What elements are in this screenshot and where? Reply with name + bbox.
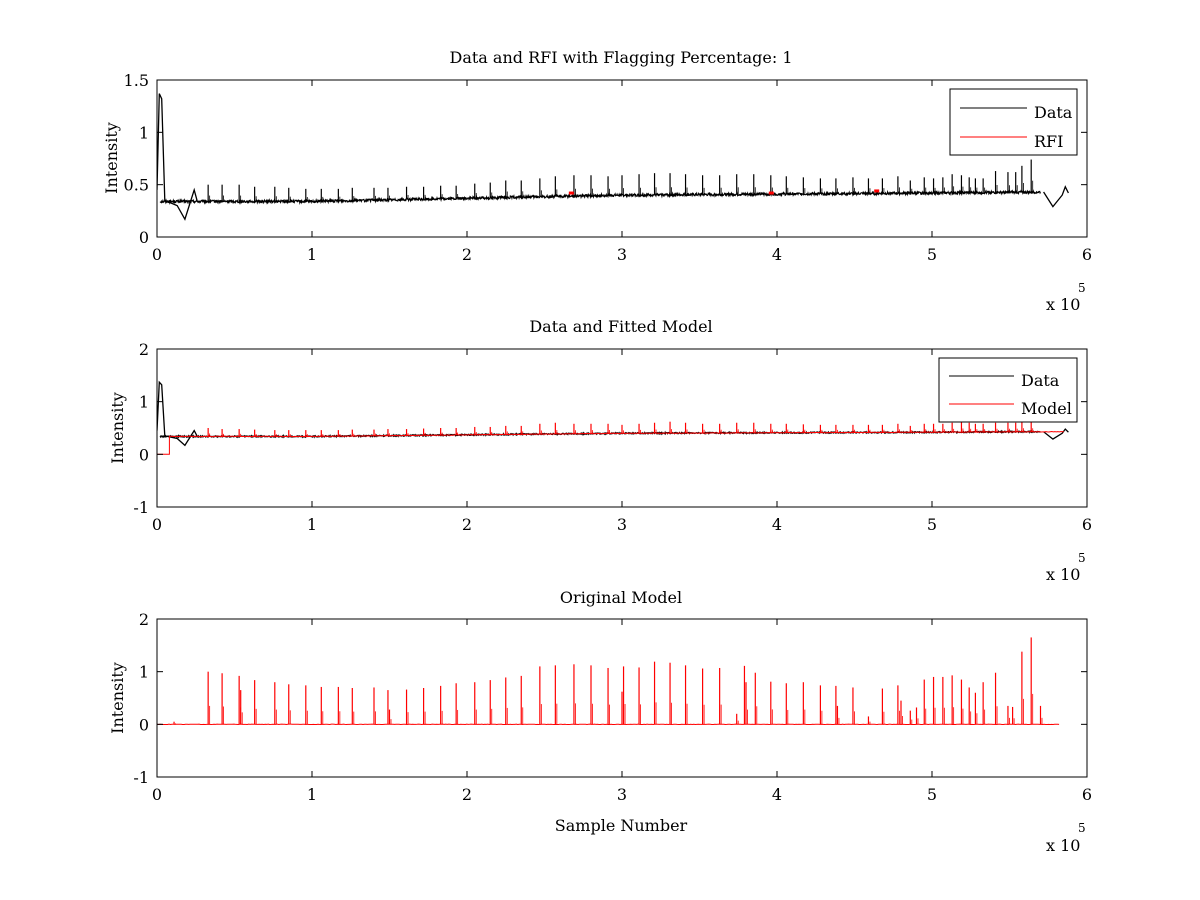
x-tick-label: 3 (617, 245, 627, 264)
x-tick-label: 6 (1082, 245, 1092, 264)
y-tick-label: 0 (139, 445, 149, 464)
data-transient (157, 93, 198, 221)
x-tick-label: 4 (772, 785, 782, 804)
panel-data-and-rfi: Data and RFI with Flagging Percentage: 1… (102, 48, 1092, 314)
y-tick-label: 2 (139, 340, 149, 359)
data-transient (1043, 185, 1069, 208)
x-tick-label: 5 (927, 515, 937, 534)
model-trace (157, 430, 1064, 455)
legend-label-data: Data (1021, 371, 1060, 390)
y-axis-label: Intensity (102, 122, 121, 194)
x-tick-label: 3 (617, 515, 627, 534)
plot-area (157, 93, 1069, 221)
panel-title: Original Model (560, 588, 682, 607)
x-tick-label: 0 (152, 515, 162, 534)
panel-title: Data and RFI with Flagging Percentage: 1 (449, 48, 792, 67)
x-tick-label: 5 (927, 245, 937, 264)
y-tick-label: -1 (133, 498, 149, 517)
x-scale-exponent: 5 (1078, 551, 1086, 565)
x-tick-label: 4 (772, 245, 782, 264)
x-tick-label: 5 (927, 785, 937, 804)
legend: Data Model (938, 357, 1078, 423)
y-tick-label: 1 (139, 393, 149, 412)
plot-area (157, 380, 1069, 455)
legend-box (949, 88, 1078, 156)
x-tick-label: 0 (152, 245, 162, 264)
legend-label-rfi: RFI (1034, 132, 1063, 151)
y-tick-label: 1 (139, 123, 149, 142)
panel-title: Data and Fitted Model (529, 317, 712, 336)
x-tick-label: 1 (307, 515, 317, 534)
panel-data-and-fitted-model: Data and Fitted Model Intensity 0 1 2 3 4 5 6 -… (108, 317, 1092, 584)
x-tick-label: 1 (307, 245, 317, 264)
x-tick-label: 2 (462, 785, 472, 804)
x-scale-exponent: 5 (1078, 821, 1086, 835)
x-tick-label: 6 (1082, 515, 1092, 534)
x-tick-label: 4 (772, 515, 782, 534)
data-transient (157, 380, 198, 447)
y-axis-label: Intensity (108, 662, 127, 734)
x-tick-label: 1 (307, 785, 317, 804)
y-tick-label: 1 (139, 663, 149, 682)
y-tick-label: 2 (139, 610, 149, 629)
x-scale-label: x 10 (1046, 295, 1080, 314)
x-tick-label: 2 (462, 515, 472, 534)
plot-area (157, 637, 1060, 726)
legend-label-data: Data (1034, 103, 1073, 122)
x-scale-exponent: 5 (1078, 281, 1086, 295)
data-transient (1043, 428, 1069, 440)
x-axis-label: Sample Number (555, 816, 688, 835)
x-tick-label: 6 (1082, 785, 1092, 804)
y-tick-label: -1 (133, 768, 149, 787)
legend-label-model: Model (1021, 399, 1072, 418)
x-tick-label: 3 (617, 785, 627, 804)
y-tick-label: 0 (139, 715, 149, 734)
y-tick-label: 1.5 (124, 71, 149, 90)
legend: Data RFI (949, 88, 1078, 156)
x-scale-label: x 10 (1046, 565, 1080, 584)
axis-ticks: 0 1 2 3 4 5 6 0 0.5 1 1.5 (124, 71, 1093, 264)
x-tick-label: 2 (462, 245, 472, 264)
y-tick-label: 0.5 (124, 176, 149, 195)
x-tick-label: 0 (152, 785, 162, 804)
x-scale-label: x 10 (1046, 836, 1080, 855)
y-axis-label: Intensity (108, 392, 127, 464)
data-trace (159, 189, 1041, 205)
y-tick-label: 0 (139, 228, 149, 247)
legend-box (938, 357, 1078, 423)
